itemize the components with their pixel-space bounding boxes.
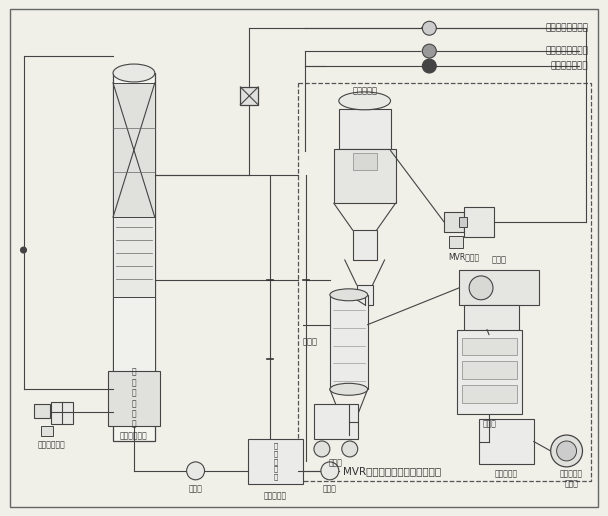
Bar bbox=[462, 385, 517, 403]
Bar bbox=[459, 217, 467, 227]
Bar bbox=[357, 285, 373, 305]
Bar bbox=[339, 109, 390, 149]
Bar bbox=[35, 404, 50, 418]
Text: 出水泵: 出水泵 bbox=[188, 484, 202, 493]
Bar bbox=[457, 330, 522, 414]
Text: 蒸气循环风机: 蒸气循环风机 bbox=[38, 441, 65, 449]
Text: 干燥机: 干燥机 bbox=[329, 458, 343, 467]
Circle shape bbox=[469, 276, 493, 300]
Ellipse shape bbox=[330, 289, 368, 301]
Bar bbox=[462, 337, 517, 356]
Text: 干燥机: 干燥机 bbox=[483, 420, 497, 429]
Bar bbox=[479, 419, 534, 464]
Bar bbox=[464, 305, 519, 334]
Text: MVR浓缩结晶干燥包装一体装置: MVR浓缩结晶干燥包装一体装置 bbox=[344, 466, 441, 476]
Bar bbox=[108, 372, 160, 426]
Circle shape bbox=[321, 462, 339, 480]
Text: 离心机: 离心机 bbox=[491, 255, 506, 265]
Bar bbox=[449, 236, 463, 248]
Bar bbox=[341, 417, 357, 435]
Text: 脱氨废水主后工段: 脱氨废水主后工段 bbox=[545, 24, 589, 33]
Bar bbox=[459, 270, 539, 305]
Bar bbox=[330, 295, 368, 389]
Text: 硫铵循环罐: 硫铵循环罐 bbox=[264, 491, 287, 500]
Circle shape bbox=[423, 59, 437, 73]
Text: 成品硫酸铵
贮仓库: 成品硫酸铵 贮仓库 bbox=[560, 469, 583, 489]
Circle shape bbox=[342, 441, 358, 457]
Bar bbox=[353, 153, 376, 170]
Bar bbox=[113, 73, 155, 441]
Text: 加热器: 加热器 bbox=[303, 337, 318, 346]
Circle shape bbox=[551, 435, 582, 467]
Bar bbox=[51, 402, 73, 424]
Text: MVR压缩机: MVR压缩机 bbox=[449, 252, 480, 262]
Text: 氨氮热交换器: 氨氮热交换器 bbox=[120, 431, 148, 441]
Bar bbox=[334, 149, 396, 203]
Ellipse shape bbox=[113, 64, 155, 82]
Circle shape bbox=[423, 44, 437, 58]
Circle shape bbox=[423, 21, 437, 35]
Circle shape bbox=[314, 441, 330, 457]
Text: 含氨废水自蒸工段: 含氨废水自蒸工段 bbox=[545, 46, 589, 56]
Bar bbox=[314, 404, 358, 439]
Bar bbox=[240, 87, 258, 105]
Bar bbox=[248, 439, 303, 484]
Bar bbox=[113, 297, 155, 391]
Bar bbox=[113, 83, 155, 217]
Circle shape bbox=[557, 441, 576, 461]
Bar bbox=[462, 361, 517, 379]
Text: 氨
氮
热
交
换
器: 氨 氮 热 交 换 器 bbox=[131, 368, 136, 429]
Text: 循环泵: 循环泵 bbox=[323, 484, 337, 493]
Bar bbox=[464, 207, 494, 237]
Bar bbox=[444, 212, 464, 232]
Text: 稀硫酸自配制罐: 稀硫酸自配制罐 bbox=[551, 61, 589, 71]
Circle shape bbox=[21, 247, 27, 253]
Bar bbox=[41, 426, 54, 436]
Text: 硫
铵
循
环
罐: 硫 铵 循 环 罐 bbox=[274, 443, 278, 480]
Circle shape bbox=[187, 462, 204, 480]
Text: 自动包装机: 自动包装机 bbox=[495, 470, 518, 478]
Bar bbox=[113, 217, 155, 297]
Bar bbox=[298, 83, 592, 481]
Ellipse shape bbox=[339, 92, 390, 110]
Bar bbox=[353, 230, 376, 260]
Text: 浓缩分离器: 浓缩分离器 bbox=[352, 86, 377, 95]
Ellipse shape bbox=[330, 383, 368, 395]
